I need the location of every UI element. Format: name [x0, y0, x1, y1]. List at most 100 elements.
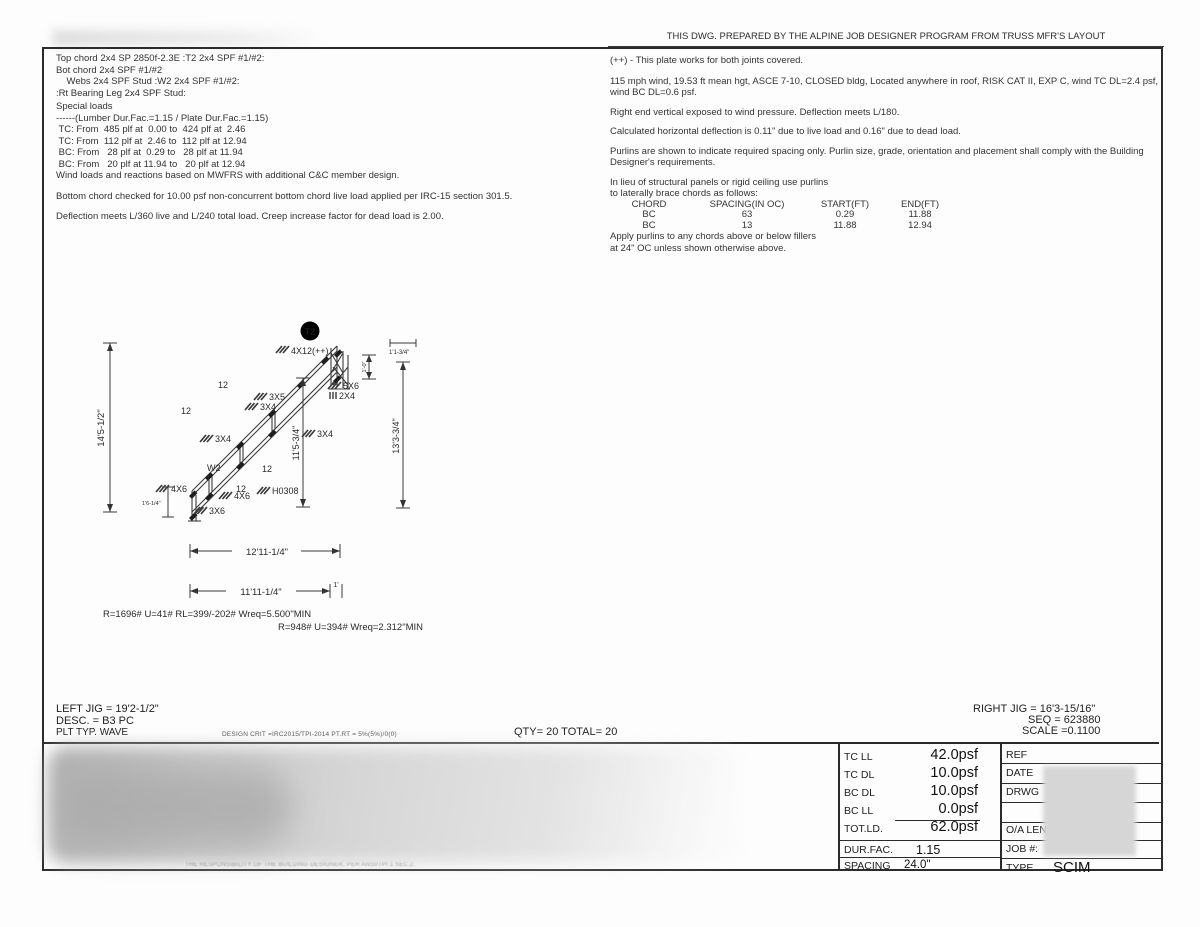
dimension-interior-height: 11'5-3/4": [291, 377, 310, 508]
dimension-text: 11'5-3/4": [291, 426, 301, 461]
purlin-cell: 12.94: [908, 219, 932, 231]
dimension-text: 1'-0": [362, 361, 368, 372]
note-line: Deflection meets L/360 live and L/240 to…: [56, 211, 444, 222]
purlin-header: START(FT): [820, 198, 870, 210]
note-line: In lieu of structural panels or rigid ce…: [610, 176, 829, 188]
plate-label: 4X6: [234, 491, 250, 501]
plate-label: 3X5: [269, 392, 285, 402]
note-line: Bot chord 2x4 SPF #1/#2: [56, 64, 163, 76]
purlin-cell: 11.88: [908, 209, 932, 220]
scale-text: SCALE =0.1100: [1022, 725, 1101, 737]
left-jig-text: LEFT JIG = 19'2-1/2": [56, 703, 159, 715]
purlin-cell: 0.29: [835, 209, 855, 220]
note-line: Right end vertical exposed to wind press…: [610, 106, 900, 118]
dimension-text: 14'5-1/2": [96, 409, 107, 446]
note-line: TC: From 112 plf at 2.46 to 112 plf at 1…: [56, 135, 247, 147]
note-line: Apply purlins to any chords above or bel…: [610, 231, 816, 242]
note-line: BC: From 20 plf at 11.94 to 20 plf at 12…: [56, 158, 246, 170]
drwg-label: DRWG: [1006, 786, 1040, 798]
dimension-text: 11'11-1/4": [240, 587, 281, 598]
plate-marks: [189, 349, 343, 521]
purlin-cell: 11.88: [833, 219, 857, 231]
pitch-symbol-top: 12 12: [181, 380, 228, 416]
dimension-right-end-height: 1'-0": [362, 354, 376, 380]
purlin-header: SPACING(IN OC): [709, 198, 785, 210]
date-label: DATE: [1006, 767, 1034, 779]
spacing-label: SPACING: [844, 860, 891, 872]
plate-label: 4X6: [171, 484, 187, 494]
note-line: to laterally brace chords as follows:: [610, 188, 758, 199]
note-line: TC: From 485 plf at 0.00 to 424 plf at 2…: [56, 124, 246, 135]
note-line: Purlins are shown to indicate required s…: [610, 145, 1144, 169]
reaction-right-text: R=948# U=394# Wreq=2.312"MIN: [278, 622, 423, 633]
plate-label: 4X12(++): [291, 346, 329, 356]
pitch-run-label: 12: [218, 380, 228, 390]
qty-text: QTY= 20 TOTAL= 20: [514, 726, 618, 738]
load-value: 62.0psf: [930, 819, 978, 835]
general-notes: Wind loads and reactions based on MWFRS …: [56, 170, 601, 232]
dimension-overall-span: 12'11-1/4": [189, 544, 341, 558]
note-line: (++) - This plate works for both joints …: [610, 55, 804, 66]
drawing-header-title: THIS DWG. PREPARED BY THE ALPINE JOB DES…: [608, 31, 1164, 47]
durfac-value: 1.15: [916, 843, 941, 857]
note-line: 115 mph wind, 19.53 ft mean hgt, ASCE 7-…: [610, 75, 1159, 99]
purlin-cell: BC: [642, 209, 656, 220]
ref-label: REF: [1006, 749, 1027, 761]
jig-info: LEFT JIG = 19'2-1/2" DESC. = B3 PC PLT T…: [56, 703, 159, 739]
plate-label: 3X4: [215, 434, 231, 444]
load-label: BC LL: [844, 805, 874, 817]
pitch-symbol-web: 12 12: [236, 464, 272, 494]
redaction-blur-table: [1043, 766, 1136, 856]
load-label: TOT.LD.: [844, 823, 883, 835]
wind-notes: (++) - This plate works for both joints …: [610, 55, 1162, 254]
pitch-rise-label: 12: [181, 406, 191, 416]
table-line: [1000, 763, 1163, 764]
truss-id-label: T2: [305, 327, 315, 337]
pitch-run-label: 12: [236, 484, 246, 494]
pitch-rise-label: 12: [262, 464, 272, 474]
dimension-text: 13'3-3/4": [391, 418, 401, 453]
table-border: [838, 743, 840, 869]
dimension-text: 1'6-1/4": [142, 501, 161, 507]
drawing-border: [42, 47, 1163, 871]
load-label: BC DL: [844, 787, 875, 799]
plate-label: 3X6: [209, 506, 225, 516]
note-line: Bottom chord checked for 10.00 psf non-c…: [56, 190, 513, 202]
purlin-header: END(FT): [901, 198, 939, 210]
plate-label: 5X6: [343, 381, 359, 391]
dimension-top-setback: 1'1-3/4": [389, 339, 417, 356]
sum-underline: [895, 820, 980, 821]
dimension-text: 12'11-1/4": [246, 547, 288, 558]
note-line: Webs 2x4 SPF Stud :W2 2x4 SPF #1/#2:: [56, 76, 240, 87]
redaction-blur-dark: [62, 768, 292, 846]
dimension-left-overall: 14'5-1/2": [96, 342, 117, 513]
load-value: 10.0psf: [930, 765, 978, 781]
type-value: SCIM: [1053, 859, 1091, 876]
hanger-label: H0308: [272, 486, 299, 496]
footer-divider: [42, 742, 1159, 744]
type-label: TYPE: [1006, 862, 1034, 874]
truss-diagram: T2 12 12 12 12 4X12(++) 3X5 3X4 5X6 2X4 …: [96, 321, 423, 633]
scan-smudge: [52, 30, 327, 46]
oalen-label: O/A LEN: [1006, 824, 1047, 836]
table-line: [1000, 858, 1163, 859]
truss-id-marker: T2: [300, 321, 320, 341]
note-line: BC: From 28 plf at 0.29 to 28 plf at 11.…: [56, 147, 243, 158]
load-value: 0.0psf: [938, 801, 979, 817]
plate-label: 3X4: [260, 402, 276, 412]
note-line: Calculated horizontal deflection is 0.11…: [610, 126, 961, 137]
plate-label: 3X4: [317, 429, 333, 439]
plate-labels: 4X12(++) 3X5 3X4 5X6 2X4 3X4 3X4 W2 4X6 …: [155, 345, 359, 516]
design-crit-text: DESIGN CRIT =IRC2015/TPI-2014 PT.RT = 5%…: [222, 731, 397, 738]
load-value: 10.0psf: [930, 783, 978, 799]
load-label: TC LL: [844, 751, 873, 763]
spacing-value: 24.0": [904, 859, 931, 871]
load-value: 42.0psf: [930, 747, 978, 763]
right-jig-text: RIGHT JIG = 16'3-15/16": [973, 703, 1096, 715]
purlin-note: In lieu of structural panels or rigid ce…: [610, 177, 1162, 255]
disclaimer-text: THE RESPONSIBILITY OF THE BUILDING DESIG…: [185, 862, 416, 868]
purlin-table: CHORD SPACING(IN OC) START(FT) END(FT) B…: [610, 198, 1162, 232]
note-line: ------(Lumber Dur.Fac.=1.15 / Plate Dur.…: [56, 112, 269, 124]
load-label: TC DL: [844, 769, 875, 781]
